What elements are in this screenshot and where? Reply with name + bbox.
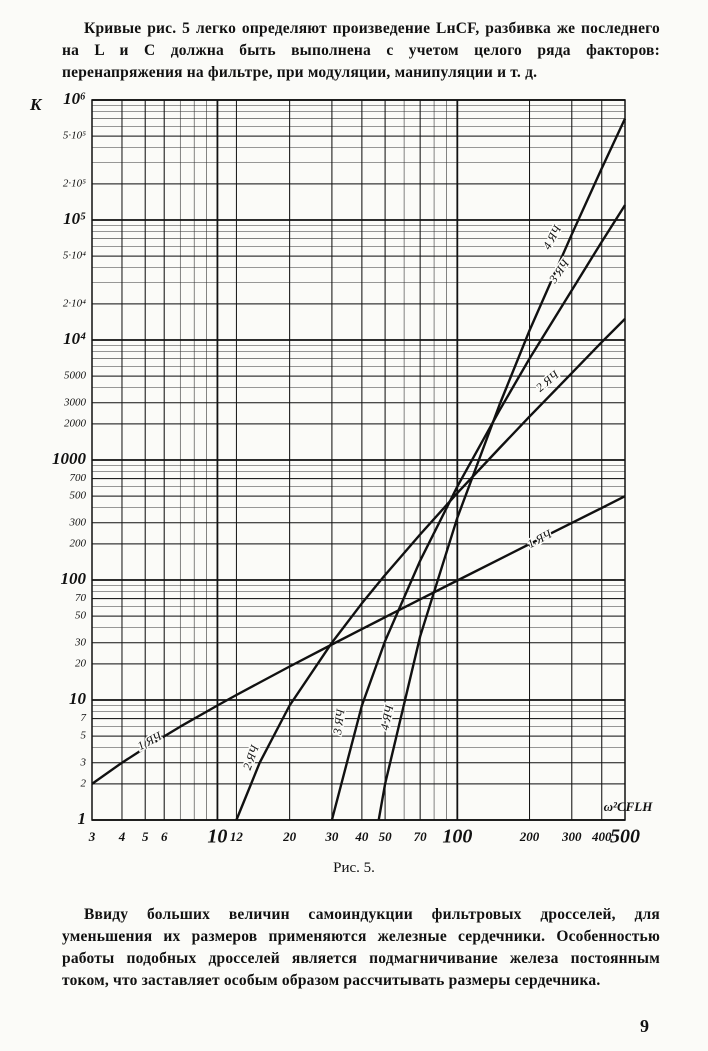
y-tick-label: 1 (78, 809, 87, 828)
curve (235, 318, 626, 821)
y-tick-label: 10⁵ (63, 209, 86, 228)
x-tick-label: 200 (519, 829, 540, 844)
x-tick-label: 10 (207, 826, 227, 848)
curve (330, 204, 627, 821)
paragraph: Ввиду больших величин самоиндукции фильт… (62, 906, 660, 989)
y-tick-label: 70 (75, 592, 87, 604)
y-tick-label: 5·10⁵ (63, 130, 86, 142)
y-tick-label: 1000 (52, 449, 87, 468)
y-axis-label: K (29, 95, 43, 114)
y-tick-label: 10⁴ (63, 329, 86, 348)
page-number: 9 (640, 1016, 649, 1036)
curve (377, 118, 627, 821)
curve-label: 4 ЯЧ (377, 703, 396, 731)
y-tick-label: 5 (81, 730, 87, 742)
x-tick-label: 100 (442, 826, 472, 848)
y-tick-label: 100 (61, 569, 87, 588)
y-tick-label: 20 (75, 657, 87, 669)
y-tick-label: 2·10⁵ (63, 177, 86, 189)
y-tick-label: 2 (81, 777, 87, 789)
x-tick-label: 20 (282, 829, 297, 844)
paragraph: Кривые рис. 5 легко определяют произведе… (62, 20, 660, 81)
y-tick-label: 5·10⁴ (63, 250, 86, 262)
y-tick-label: 3000 (63, 396, 87, 408)
y-tick-label: 5000 (64, 370, 87, 382)
y-tick-label: 700 (70, 472, 87, 484)
curve-label: 2 ЯЧ (533, 367, 562, 394)
y-tick-label: 300 (69, 516, 87, 528)
x-tick-label: 300 (561, 829, 582, 844)
y-tick-label: 10⁶ (63, 89, 86, 108)
curve-label: 3 ЯЧ (330, 708, 348, 737)
y-tick-label: 10 (69, 689, 87, 708)
x-tick-label: 500 (610, 826, 640, 848)
x-tick-label: 6 (161, 829, 168, 844)
y-tick-label: 2·10⁴ (63, 297, 86, 309)
x-tick-label: 3 (88, 829, 96, 844)
x-tick-label: 12 (230, 829, 244, 844)
y-tick-label: 500 (70, 490, 87, 502)
y-tick-label: 30 (74, 636, 87, 648)
x-axis-label: ω²CFLH (604, 799, 654, 814)
x-tick-label: 70 (414, 829, 428, 844)
x-tick-label: 50 (379, 829, 393, 844)
y-tick-label: 50 (75, 610, 87, 622)
curve-label: 4 ЯЧ (540, 222, 565, 251)
curve-label: 3 ЯЧ (545, 256, 572, 286)
x-tick-label: 400 (591, 829, 612, 844)
curve-label: 1 ЯЧ (135, 728, 164, 753)
x-tick-label: 4 (118, 829, 126, 844)
y-tick-label: 7 (81, 712, 87, 724)
plot-frame (91, 99, 626, 821)
y-tick-label: 2000 (64, 417, 87, 429)
y-tick-label: 3 (80, 756, 87, 768)
y-tick-label: 200 (70, 537, 87, 549)
x-tick-label: 5 (142, 829, 149, 844)
x-tick-label: 40 (354, 829, 369, 844)
x-tick-label: 30 (324, 829, 339, 844)
curve (91, 495, 626, 785)
caption: Рис. 5. (333, 860, 375, 876)
